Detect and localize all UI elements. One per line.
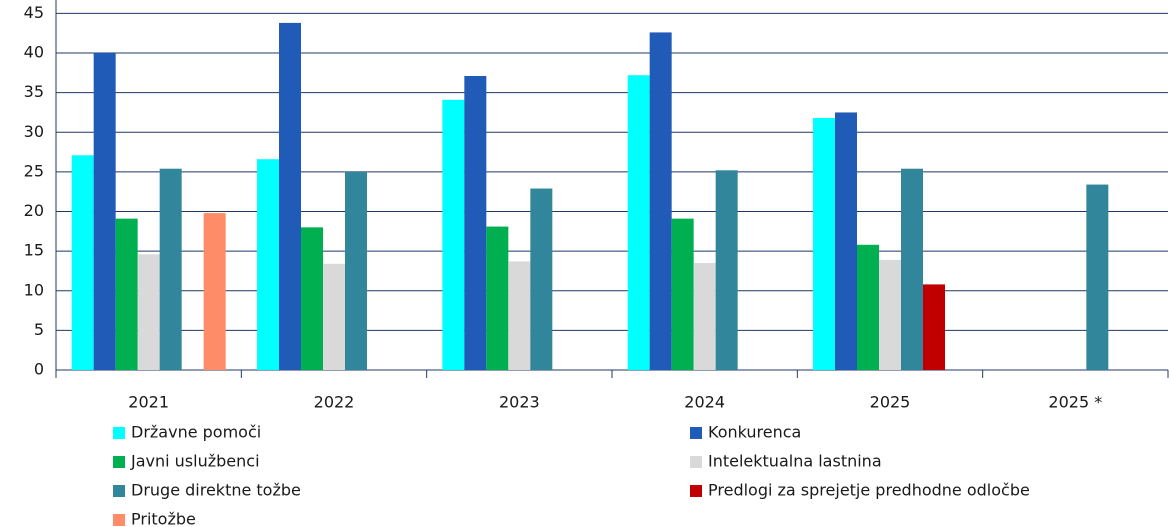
y-tick-label: 25 [24,161,44,180]
legend-swatch [690,456,702,468]
bar [345,171,367,370]
y-tick-label: 10 [24,280,44,299]
y-tick-label: 5 [34,320,44,339]
x-tick-label: 2021 [128,393,169,412]
y-tick-label: 15 [24,241,44,260]
legend-label: Intelektualna lastnina [708,452,882,471]
legend-label: Državne pomoči [131,423,261,442]
bar [627,75,650,370]
bar [857,244,879,370]
legend-label: Druge direktne tožbe [131,481,301,500]
bar [137,254,160,370]
legend-swatch [113,485,125,497]
legend-label: Pritožbe [131,510,196,527]
legend-label: Javni uslužbenci [130,452,260,471]
bar [323,263,345,370]
bar [813,118,835,370]
bar [923,284,945,370]
legend-swatch [113,427,125,439]
legend-label: Konkurenca [708,423,801,442]
bar [279,22,301,371]
legend-label: Predlogi za sprejetje predhodne odločbe [708,481,1030,500]
bar [486,226,509,370]
bar [301,227,323,370]
legend-swatch [113,514,125,526]
bar [442,99,465,371]
bar [715,170,738,370]
bar [257,159,279,370]
legend-swatch [113,456,125,468]
bar [649,32,672,370]
x-tick-label: 2023 [499,393,540,412]
bar [464,76,487,370]
y-tick-label: 45 [24,3,44,22]
y-tick-label: 30 [24,122,44,141]
bar [879,259,901,370]
bar [693,263,716,370]
bar [835,112,857,370]
y-tick-label: 35 [24,82,44,101]
bar [159,168,182,370]
y-tick-label: 40 [24,43,44,62]
x-tick-label: 2022 [314,393,355,412]
y-tick-label: 20 [24,201,44,220]
legend-swatch [690,427,702,439]
bar [671,218,694,370]
bar [71,155,94,370]
x-tick-label: 2024 [684,393,725,412]
bar [203,213,226,370]
y-tick-label: 0 [34,360,44,379]
bar [1086,184,1109,370]
bar [93,53,116,371]
bar [508,261,531,370]
bar [115,218,138,370]
legend-swatch [690,485,702,497]
x-tick-label: 2025 [870,393,911,412]
x-tick-label: 2025 * [1048,393,1102,412]
bar [530,188,553,370]
bar [901,168,923,370]
